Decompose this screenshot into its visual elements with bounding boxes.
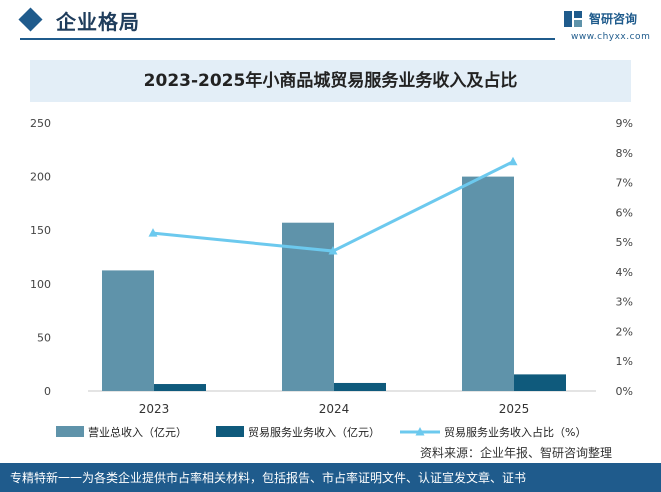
x-tick-label: 2025 xyxy=(499,402,530,416)
legend-swatch-total xyxy=(56,426,84,437)
x-axis-labels: 2023 2024 2025 xyxy=(139,402,530,416)
left-tick-label: 200 xyxy=(30,171,51,184)
right-axis: 0% 1% 2% 3% 4% 5% 6% 7% 8% 9% xyxy=(616,117,633,398)
legend-label: 贸易服务业务收入占比（%） xyxy=(444,425,586,439)
legend-label: 贸易服务业务收入（亿元） xyxy=(248,425,380,439)
left-tick-label: 250 xyxy=(30,117,51,130)
logo-name: 智研咨询 xyxy=(589,12,638,26)
header-divider xyxy=(20,38,555,40)
right-tick-label: 6% xyxy=(616,206,633,219)
x-tick-label: 2024 xyxy=(319,402,350,416)
ratio-point xyxy=(328,246,338,255)
logo-url: www.chyxx.com xyxy=(571,32,651,42)
left-tick-label: 150 xyxy=(30,224,51,237)
chart-title: 2023-2025年小商品城贸易服务业务收入及占比 xyxy=(143,71,518,91)
bar xyxy=(514,374,566,391)
logo-icon xyxy=(564,11,582,27)
bars xyxy=(102,176,566,391)
footer-text: 专精特新一一为各类企业提供市占率相关材料，包括报告、市占率证明文件、认证宣发文章… xyxy=(10,471,527,485)
ratio-point xyxy=(508,156,518,166)
right-tick-label: 5% xyxy=(616,236,633,249)
logo: 智研咨询 www.chyxx.com xyxy=(563,8,655,44)
right-tick-label: 9% xyxy=(616,117,633,130)
bar xyxy=(334,382,386,391)
right-tick-label: 8% xyxy=(616,147,633,160)
right-tick-label: 0% xyxy=(616,385,633,398)
chart-title-band: 2023-2025年小商品城贸易服务业务收入及占比 xyxy=(30,60,631,102)
legend-label: 营业总收入（亿元） xyxy=(88,425,187,439)
right-tick-label: 1% xyxy=(616,355,633,368)
bar xyxy=(462,176,514,391)
left-tick-label: 50 xyxy=(37,331,51,344)
right-tick-label: 4% xyxy=(616,266,633,279)
ratio-line xyxy=(148,156,518,255)
left-tick-label: 0 xyxy=(44,385,51,398)
header: 企业格局 智研咨询 www.chyxx.com xyxy=(0,0,661,46)
bar xyxy=(154,384,206,391)
legend: 营业总收入（亿元） 贸易服务业务收入（亿元） 贸易服务业务收入占比（%） xyxy=(56,425,586,439)
footer-banner: 专精特新一一为各类企业提供市占率相关材料，包括报告、市占率证明文件、认证宣发文章… xyxy=(0,463,661,492)
legend-marker xyxy=(415,427,425,436)
right-tick-label: 2% xyxy=(616,325,633,338)
right-tick-label: 3% xyxy=(616,296,633,309)
source-note: 资料来源：企业年报、智研咨询整理 xyxy=(420,446,613,460)
right-tick-label: 7% xyxy=(616,177,633,190)
bar xyxy=(102,270,154,391)
section-title: 企业格局 xyxy=(56,10,140,34)
left-tick-label: 100 xyxy=(30,278,51,291)
ratio-point xyxy=(148,228,158,237)
legend-swatch-trade xyxy=(216,426,244,437)
x-tick-label: 2023 xyxy=(139,402,170,416)
left-axis: 0 50 100 150 200 250 xyxy=(30,117,51,398)
